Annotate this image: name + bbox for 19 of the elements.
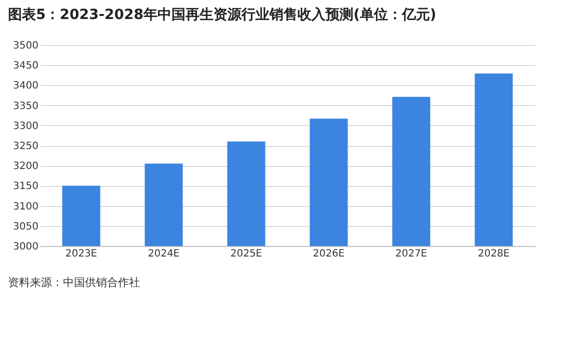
y-tick-label: 3050 xyxy=(13,221,38,232)
x-tick-label: 2027E xyxy=(395,248,428,260)
text: 资料来源：中国供销合作社 xyxy=(8,276,140,289)
y-tick-label: 3000 xyxy=(13,242,38,252)
y-tick-label: 3200 xyxy=(13,161,38,172)
y-tick-label: 3350 xyxy=(13,100,38,112)
y-tick-label: 3250 xyxy=(13,141,38,152)
y-tick-label: 3400 xyxy=(13,80,38,92)
y-tick-label: 3300 xyxy=(13,120,38,132)
y-tick-label: 3150 xyxy=(13,181,38,192)
y-tick-label: 3500 xyxy=(13,40,38,52)
x-tick-label: 2026E xyxy=(312,248,345,260)
x-tick-label: 2023E xyxy=(65,248,98,260)
y-tick-label: 3100 xyxy=(13,201,38,212)
x-tick-label: 2028E xyxy=(478,248,510,260)
y-tick-label: 3450 xyxy=(13,60,38,72)
x-tick-label: 2025E xyxy=(230,248,262,260)
chart-title: 图表5：2023-2028年中国再生资源行业销售收入预测(单位：亿元) xyxy=(8,7,436,23)
x-tick-label: 2024E xyxy=(148,248,180,260)
